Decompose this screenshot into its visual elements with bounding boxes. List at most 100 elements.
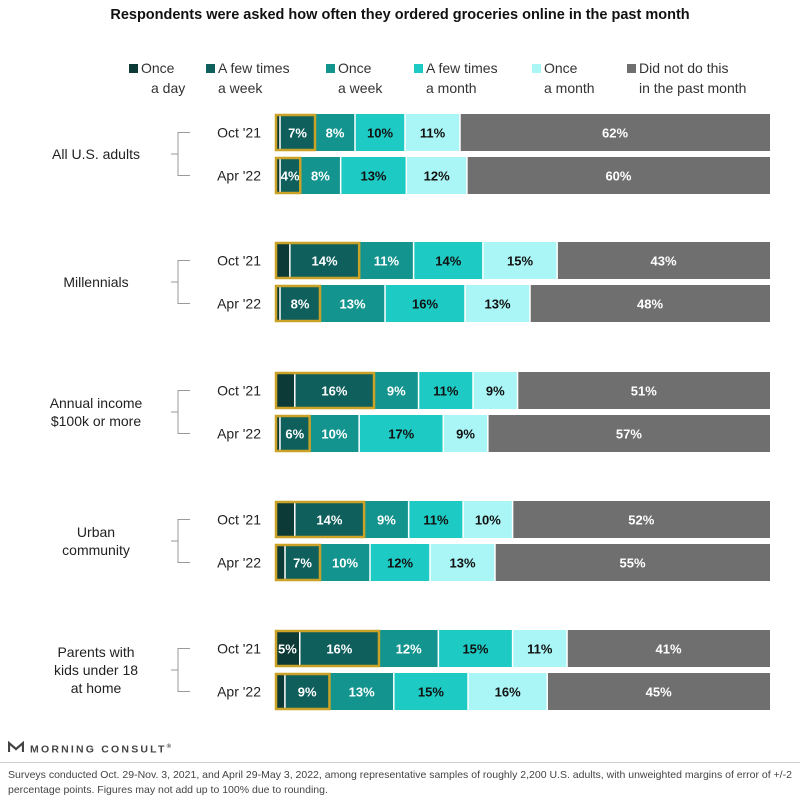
row-label: Oct '21 [217,383,261,399]
footer-divider [0,762,800,763]
data-label: 48% [637,297,663,312]
chart-title: Respondents were asked how often they or… [110,7,690,23]
bar-segment [468,673,548,710]
data-label: 11% [527,642,553,657]
data-label: 5% [278,642,297,657]
bar-segment [359,242,414,279]
bar-segment [413,242,483,279]
bar-segment [289,242,360,279]
data-label: 11% [420,126,446,141]
bar-segment [463,501,513,538]
group-label: Parents with [57,644,134,660]
bar-segment [359,415,444,452]
legend-label-line1: A few times [426,60,498,76]
data-label: 57% [616,427,642,442]
bar-segment [430,544,495,581]
legend-swatch [129,64,138,73]
group-bracket [171,519,190,563]
bar-segment [320,285,385,322]
bar-segment [405,114,460,151]
data-label: 13% [449,556,475,571]
data-label: 15% [507,254,533,269]
bar-segment [294,501,365,538]
bar-segment [275,630,300,667]
bar-segment [275,673,285,710]
group-label: All U.S. adults [52,146,140,162]
data-label: 11% [423,513,449,528]
data-label: 15% [462,642,488,657]
group-label: Annual income [50,395,143,411]
bar-segment [275,415,280,452]
data-label: 8% [291,297,310,312]
stacked-bar-chart: All U.S. adults Oct '21 7% 8% 10% 11% 62% Apr '… [50,113,770,711]
bar-segment [275,544,285,581]
bar-segment [512,501,770,538]
data-label: 55% [619,556,645,571]
row-label: Apr '22 [217,426,261,442]
group-bracket [171,648,190,692]
legend-label-line2: a month [544,80,595,96]
data-label: 51% [631,384,657,399]
data-label: 12% [396,642,422,657]
data-label: 15% [418,685,444,700]
bar-segment [309,415,360,452]
data-label: 13% [339,297,365,312]
data-label: 45% [646,685,672,700]
group-bracket [171,260,190,304]
bar-segment [280,114,315,151]
data-label: 14% [316,513,342,528]
data-label: 10% [475,513,501,528]
highlight-box [274,156,302,195]
data-label: 13% [349,685,375,700]
row-label: Apr '22 [217,555,261,571]
legend-swatch [532,64,541,73]
bar-segment [285,544,320,581]
group-bracket [171,132,190,176]
legend-swatch [206,64,215,73]
bar-segment [275,242,290,279]
data-label: 10% [367,126,393,141]
data-label: 12% [424,169,450,184]
data-label: 62% [602,126,628,141]
group-label: community [62,542,130,558]
legend-swatch [326,64,335,73]
data-label: 16% [412,297,438,312]
bar-segment [547,673,770,710]
legend-label-line1: Once [544,60,578,76]
legend-label-line1: A few times [218,60,290,76]
bar-segment [299,630,379,667]
highlight-box [274,500,366,539]
data-label: 10% [332,556,358,571]
bar-segment [294,372,374,409]
bar-segment [482,242,558,279]
footnote: Surveys conducted Oct. 29-Nov. 3, 2021, … [8,769,792,796]
data-label: 11% [374,254,400,269]
group-bracket [171,390,190,434]
logo-text: MORNING CONSULT [30,743,167,756]
data-label: 9% [377,513,396,528]
bar-segment [275,114,280,151]
legend-label-line1: Once [338,60,372,76]
bar-segment [466,157,770,194]
group-label: $100k or more [51,413,141,429]
bar-segment [418,372,473,409]
row-label: Oct '21 [217,512,261,528]
bar-segment [517,372,770,409]
data-label: 13% [360,169,386,184]
data-label: 14% [435,254,461,269]
row-label: Apr '22 [217,684,261,700]
legend-label-line2: a week [338,80,383,96]
highlight-box [274,113,317,152]
legend-label-line1: Once [141,60,175,76]
data-label: 9% [456,427,475,442]
data-label: 10% [321,427,347,442]
bar-segment [438,630,513,667]
logo-registered-mark: ® [166,744,172,750]
data-label: 52% [628,513,654,528]
bar-segment [408,501,464,538]
highlight-box [274,371,376,410]
bar-segment [473,372,518,409]
highlight-box [274,629,381,668]
bar-segment [374,372,419,409]
bar-segment [406,157,467,194]
